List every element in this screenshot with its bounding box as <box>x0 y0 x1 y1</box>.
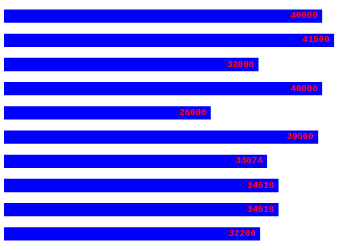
svg-text:34518: 34518 <box>247 205 274 215</box>
svg-text:33074: 33074 <box>235 156 263 166</box>
svg-text:32200: 32200 <box>228 229 255 239</box>
svg-text:39500: 39500 <box>286 132 313 142</box>
svg-text:40000: 40000 <box>290 84 317 94</box>
svg-text:32000: 32000 <box>226 60 253 70</box>
svg-text:40000: 40000 <box>290 11 317 21</box>
svg-text:26000: 26000 <box>179 108 206 118</box>
svg-text:34518: 34518 <box>247 181 274 191</box>
svg-text:41500: 41500 <box>302 35 329 45</box>
